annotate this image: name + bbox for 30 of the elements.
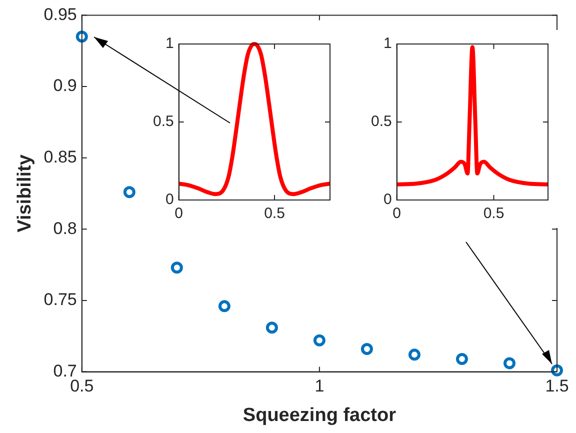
y-tick-label: 0.75 xyxy=(44,290,77,310)
x-tick-label: 1 xyxy=(314,376,324,396)
point xyxy=(503,357,516,370)
x-tick-label: 1.5 xyxy=(545,376,569,396)
point xyxy=(360,342,373,355)
y-tick-label: 0.9 xyxy=(53,76,77,96)
point xyxy=(218,300,230,312)
y-tick-label: 1 xyxy=(166,35,174,52)
y-tick-label: 0 xyxy=(166,191,174,208)
point xyxy=(456,352,468,365)
y-tick-label: 0.5 xyxy=(152,113,174,130)
line-series xyxy=(394,45,550,186)
point xyxy=(76,30,88,43)
y-tick-label: 1 xyxy=(384,35,392,52)
y-tick-label: 0.8 xyxy=(53,218,77,238)
point xyxy=(408,348,420,361)
x-axis-title: Squeezing factor xyxy=(242,404,397,426)
point xyxy=(551,364,563,376)
point xyxy=(266,322,278,334)
y-tick-label: 0 xyxy=(384,191,392,208)
point xyxy=(313,334,326,346)
y-tick-label: 0.5 xyxy=(370,113,392,130)
y-tick-label: 0.95 xyxy=(44,4,77,24)
x-tick-label: 0.5 xyxy=(264,205,285,222)
y-tick-label: 0.85 xyxy=(44,148,77,167)
point xyxy=(123,186,136,198)
x-tick-label: 0.5 xyxy=(483,205,504,222)
point xyxy=(170,262,183,274)
line-series xyxy=(176,42,332,196)
y-axis-title: Visibility xyxy=(14,154,36,232)
